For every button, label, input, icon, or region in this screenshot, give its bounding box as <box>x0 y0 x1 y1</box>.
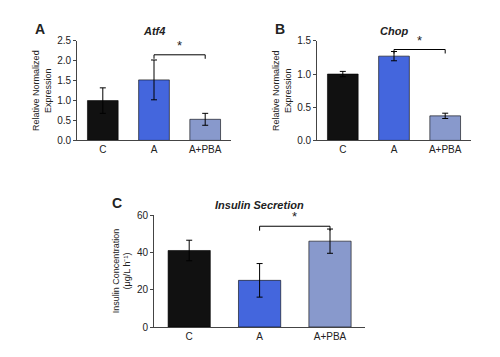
svg-text:0.0: 0.0 <box>57 135 71 146</box>
svg-text:0: 0 <box>142 322 148 333</box>
svg-text:0.5: 0.5 <box>57 115 71 126</box>
svg-text:A: A <box>391 144 398 155</box>
svg-text:A: A <box>151 144 158 155</box>
svg-text:1.0: 1.0 <box>57 95 71 106</box>
svg-text:Atf4: Atf4 <box>143 25 165 37</box>
svg-text:B: B <box>275 21 285 37</box>
svg-text:Chop: Chop <box>380 25 408 37</box>
svg-text:2.0: 2.0 <box>57 55 71 66</box>
svg-text:0.5: 0.5 <box>297 102 311 113</box>
svg-text:A: A <box>35 21 45 37</box>
svg-text:2.5: 2.5 <box>57 35 71 46</box>
svg-text:A: A <box>256 331 263 342</box>
svg-text:C: C <box>99 144 106 155</box>
svg-text:A+PBA: A+PBA <box>429 144 462 155</box>
svg-text:*: * <box>292 209 297 224</box>
svg-text:Insulin Secretion: Insulin Secretion <box>215 199 304 211</box>
svg-text:0.0: 0.0 <box>297 135 311 146</box>
svg-text:Relative NormalizedExpression: Relative NormalizedExpression <box>271 50 293 131</box>
svg-text:C: C <box>186 331 193 342</box>
svg-text:C: C <box>112 195 122 211</box>
svg-text:1.5: 1.5 <box>297 35 311 46</box>
svg-text:A+PBA: A+PBA <box>189 144 222 155</box>
svg-text:*: * <box>417 33 422 48</box>
svg-text:20: 20 <box>137 284 149 295</box>
svg-text:40: 40 <box>137 247 149 258</box>
svg-text:C: C <box>339 144 346 155</box>
svg-text:Insulin Concentration(μg/L h⁻¹: Insulin Concentration(μg/L h⁻¹) <box>111 229 133 314</box>
svg-text:A+PBA: A+PBA <box>314 331 347 342</box>
svg-text:60: 60 <box>137 210 149 221</box>
svg-text:1.5: 1.5 <box>57 75 71 86</box>
svg-text:Relative NormalizedExpression: Relative NormalizedExpression <box>31 50 53 131</box>
svg-text:1.0: 1.0 <box>297 69 311 80</box>
svg-text:*: * <box>177 38 182 53</box>
